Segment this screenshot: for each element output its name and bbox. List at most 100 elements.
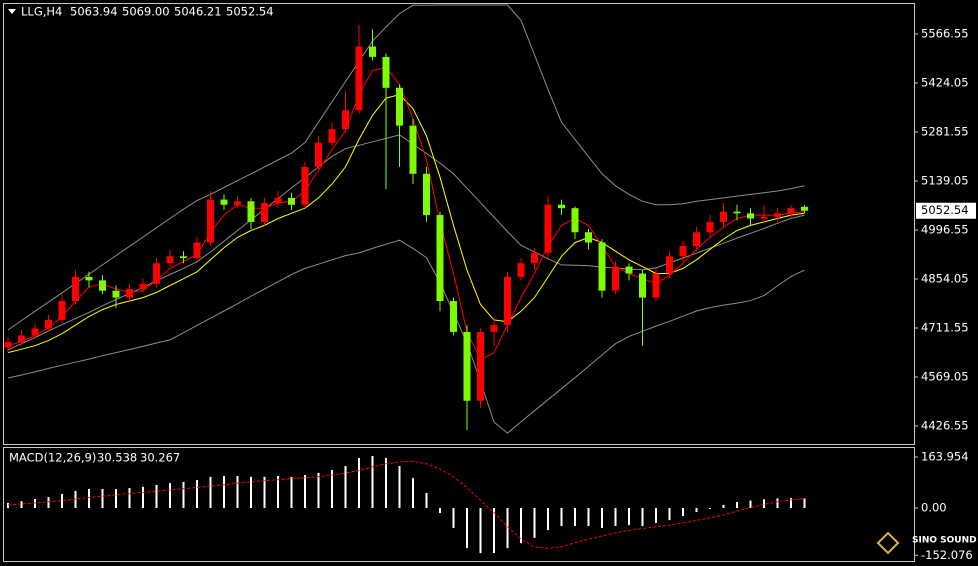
- menu-arrow[interactable]: [8, 9, 16, 14]
- y-tick-label: 5424.05: [921, 75, 969, 89]
- overlay-line: [7, 239, 805, 434]
- candle-body: [193, 242, 201, 259]
- macd-bar: [196, 480, 198, 508]
- candle-body: [706, 221, 714, 233]
- candle-body: [234, 201, 241, 205]
- main-panel-frame: [3, 3, 915, 445]
- candle-body: [544, 204, 552, 253]
- macd-bar: [20, 501, 23, 508]
- candle-body: [463, 331, 471, 401]
- candle-body: [504, 276, 511, 326]
- macd-bar: [466, 507, 468, 549]
- candle-body: [652, 273, 660, 298]
- macd-value: 30.538: [97, 451, 137, 465]
- candle-body: [531, 252, 538, 264]
- macd-bar: [547, 507, 549, 531]
- candle-body: [625, 266, 633, 274]
- price-label-box: [916, 202, 976, 219]
- candle-body: [679, 246, 687, 257]
- candle-body: [787, 208, 795, 214]
- candle-body: [423, 173, 430, 216]
- macd-bar: [655, 507, 657, 523]
- ohlc-high: 5069.00: [122, 5, 170, 19]
- y-tick-label: 4569.05: [921, 369, 969, 383]
- macd-bar: [128, 488, 131, 508]
- candle-body: [207, 199, 214, 243]
- candle-body: [180, 256, 187, 259]
- macd-bar: [169, 483, 171, 508]
- macd-bar: [520, 507, 522, 544]
- candle-body: [153, 263, 160, 284]
- macd-bar: [574, 507, 576, 527]
- candle-body: [369, 46, 376, 57]
- candle-body: [85, 276, 93, 281]
- overlay-line: [7, 4, 805, 331]
- macd-bar: [452, 507, 455, 528]
- candle-body: [58, 301, 66, 320]
- candle-body: [666, 256, 673, 274]
- macd-bar: [88, 489, 90, 508]
- macd-bar: [344, 466, 347, 508]
- candle-body: [342, 110, 349, 130]
- ohlc-open: 5063.94: [70, 5, 118, 19]
- y-tick-label: 5566.55: [921, 26, 969, 40]
- candle-body: [760, 216, 768, 219]
- candle-body: [315, 142, 322, 167]
- macd-bar: [209, 476, 212, 508]
- watermark-logo: [876, 531, 900, 555]
- macd-bar: [47, 497, 50, 508]
- macd-bar: [709, 507, 711, 509]
- candle-body: [31, 328, 39, 336]
- y-tick-label: 163.954: [921, 449, 969, 463]
- macd-bar: [425, 493, 428, 508]
- price-label: 5052.54: [921, 203, 969, 217]
- candle-body: [801, 206, 808, 211]
- candle-body: [261, 203, 268, 222]
- candle-body: [612, 266, 619, 291]
- macd-bar: [385, 457, 387, 508]
- candle-body: [733, 211, 741, 214]
- macd-bar: [223, 475, 225, 508]
- candle-body: [166, 256, 174, 264]
- candle-body: [45, 319, 52, 329]
- candle-body: [112, 290, 120, 298]
- y-tick-label: 4854.05: [921, 271, 969, 285]
- macd-bar: [412, 478, 414, 508]
- y-tick-label: 0.00: [921, 500, 947, 514]
- candle-body: [477, 331, 484, 401]
- macd-panel-frame: [3, 447, 915, 562]
- candle-body: [139, 283, 147, 289]
- candle-body: [288, 197, 295, 205]
- candle-body: [4, 341, 12, 348]
- macd-bar: [682, 507, 684, 517]
- candle-body: [247, 201, 255, 222]
- y-tick-label: 4711.55: [921, 320, 969, 334]
- candle-body: [693, 232, 700, 247]
- macd-bar: [358, 457, 360, 508]
- macd-bar: [101, 489, 104, 508]
- macd-bar: [182, 481, 185, 508]
- macd-bar: [506, 507, 509, 549]
- candle-body: [558, 204, 565, 209]
- candle-body: [220, 199, 228, 205]
- candle-body: [774, 213, 781, 217]
- candle-body: [328, 129, 336, 143]
- candle-body: [720, 211, 727, 222]
- macd-bar: [601, 507, 603, 528]
- macd-bar: [479, 507, 482, 554]
- candle-body: [585, 232, 592, 243]
- macd-bar: [493, 507, 495, 554]
- macd-bar: [61, 493, 63, 508]
- macd-label: MACD(12,26,9): [9, 451, 96, 465]
- macd-bar: [277, 475, 279, 508]
- macd-bar: [614, 507, 617, 527]
- candle-body: [639, 273, 646, 298]
- macd-bar: [263, 476, 266, 508]
- watermark-text: SINO SOUND: [912, 536, 977, 546]
- macd-bar: [236, 475, 239, 508]
- candle-body: [274, 197, 282, 204]
- macd-bar: [695, 507, 698, 513]
- macd-bar: [560, 507, 563, 527]
